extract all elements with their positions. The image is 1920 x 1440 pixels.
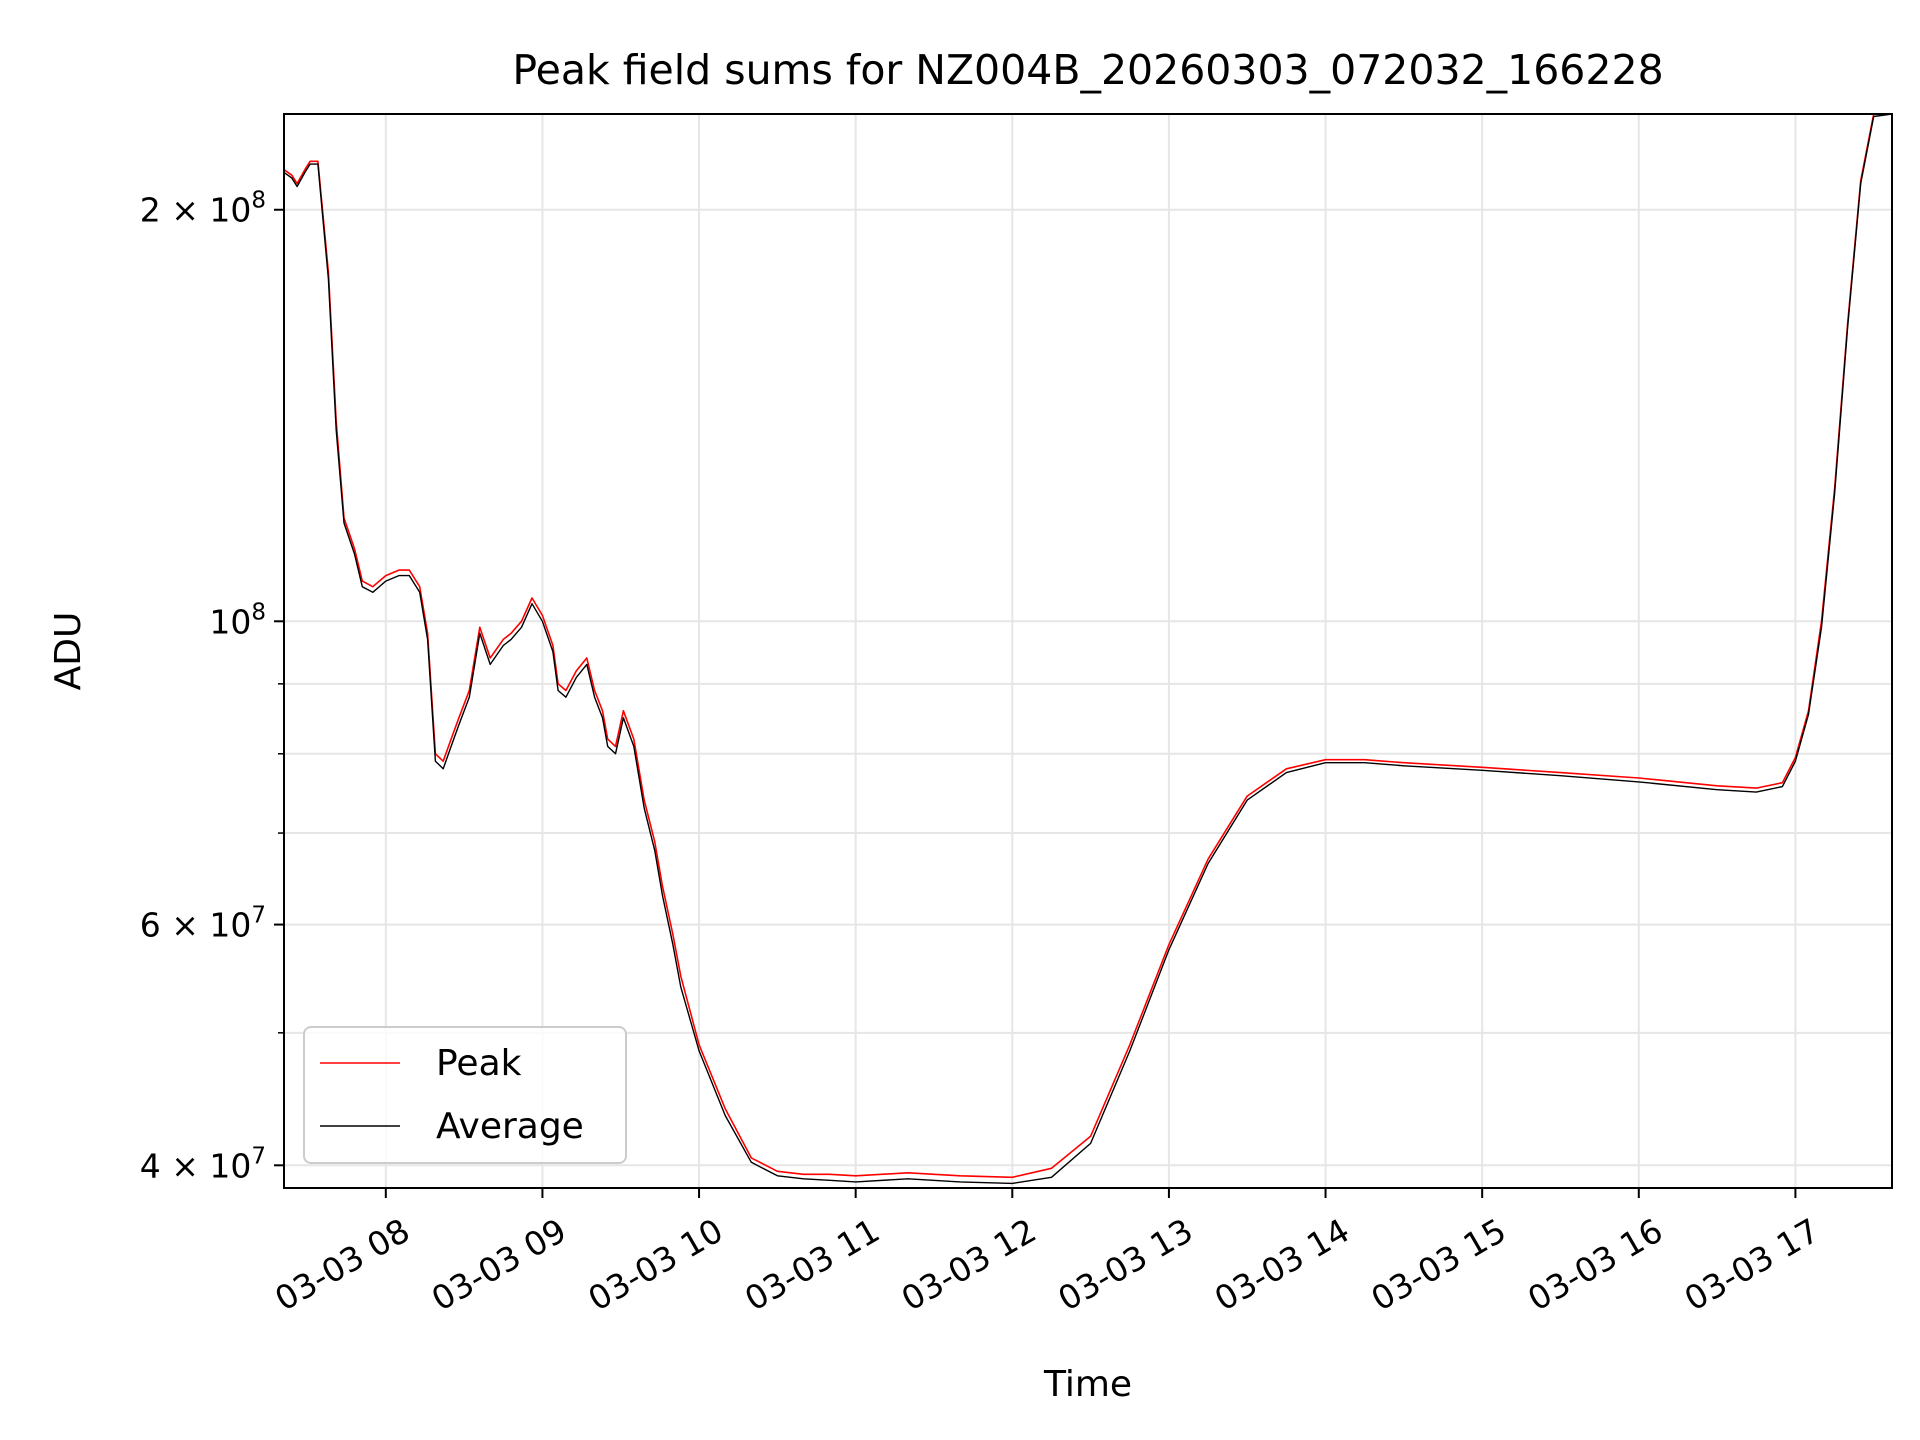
y-tick-base: 4 × 10 — [140, 1146, 252, 1185]
grid — [284, 114, 1892, 1188]
y-tick-label: 4 × 107 — [140, 1143, 266, 1185]
y-tick-label: 6 × 107 — [140, 903, 266, 945]
y-tick-base: 10 — [209, 602, 251, 641]
x-axis-label: Time — [1043, 1364, 1132, 1405]
y-tick-exponent: 8 — [251, 599, 266, 625]
y-tick-exponent: 7 — [251, 1143, 266, 1169]
y-tick-label: 108 — [209, 599, 266, 641]
y-tick-label: 2 × 108 — [140, 188, 266, 230]
y-axis-label: ADU — [48, 612, 89, 691]
plot-frame — [283, 113, 1893, 1189]
legend: Peak Average — [303, 1026, 627, 1164]
y-tick-base: 6 × 10 — [140, 906, 252, 945]
legend-label-average: Average — [436, 1106, 584, 1147]
y-tick-base: 2 × 10 — [140, 191, 252, 230]
y-tick-exponent: 7 — [251, 903, 266, 929]
chart-title: Peak field sums for NZ004B_20260303_0720… — [512, 46, 1663, 94]
plot-lines — [284, 114, 1892, 1185]
legend-box — [303, 1026, 627, 1164]
series-line-peak — [284, 114, 1892, 1179]
series-line-average — [284, 114, 1892, 1185]
y-tick-exponent: 8 — [251, 188, 266, 214]
legend-label-peak: Peak — [436, 1043, 522, 1084]
